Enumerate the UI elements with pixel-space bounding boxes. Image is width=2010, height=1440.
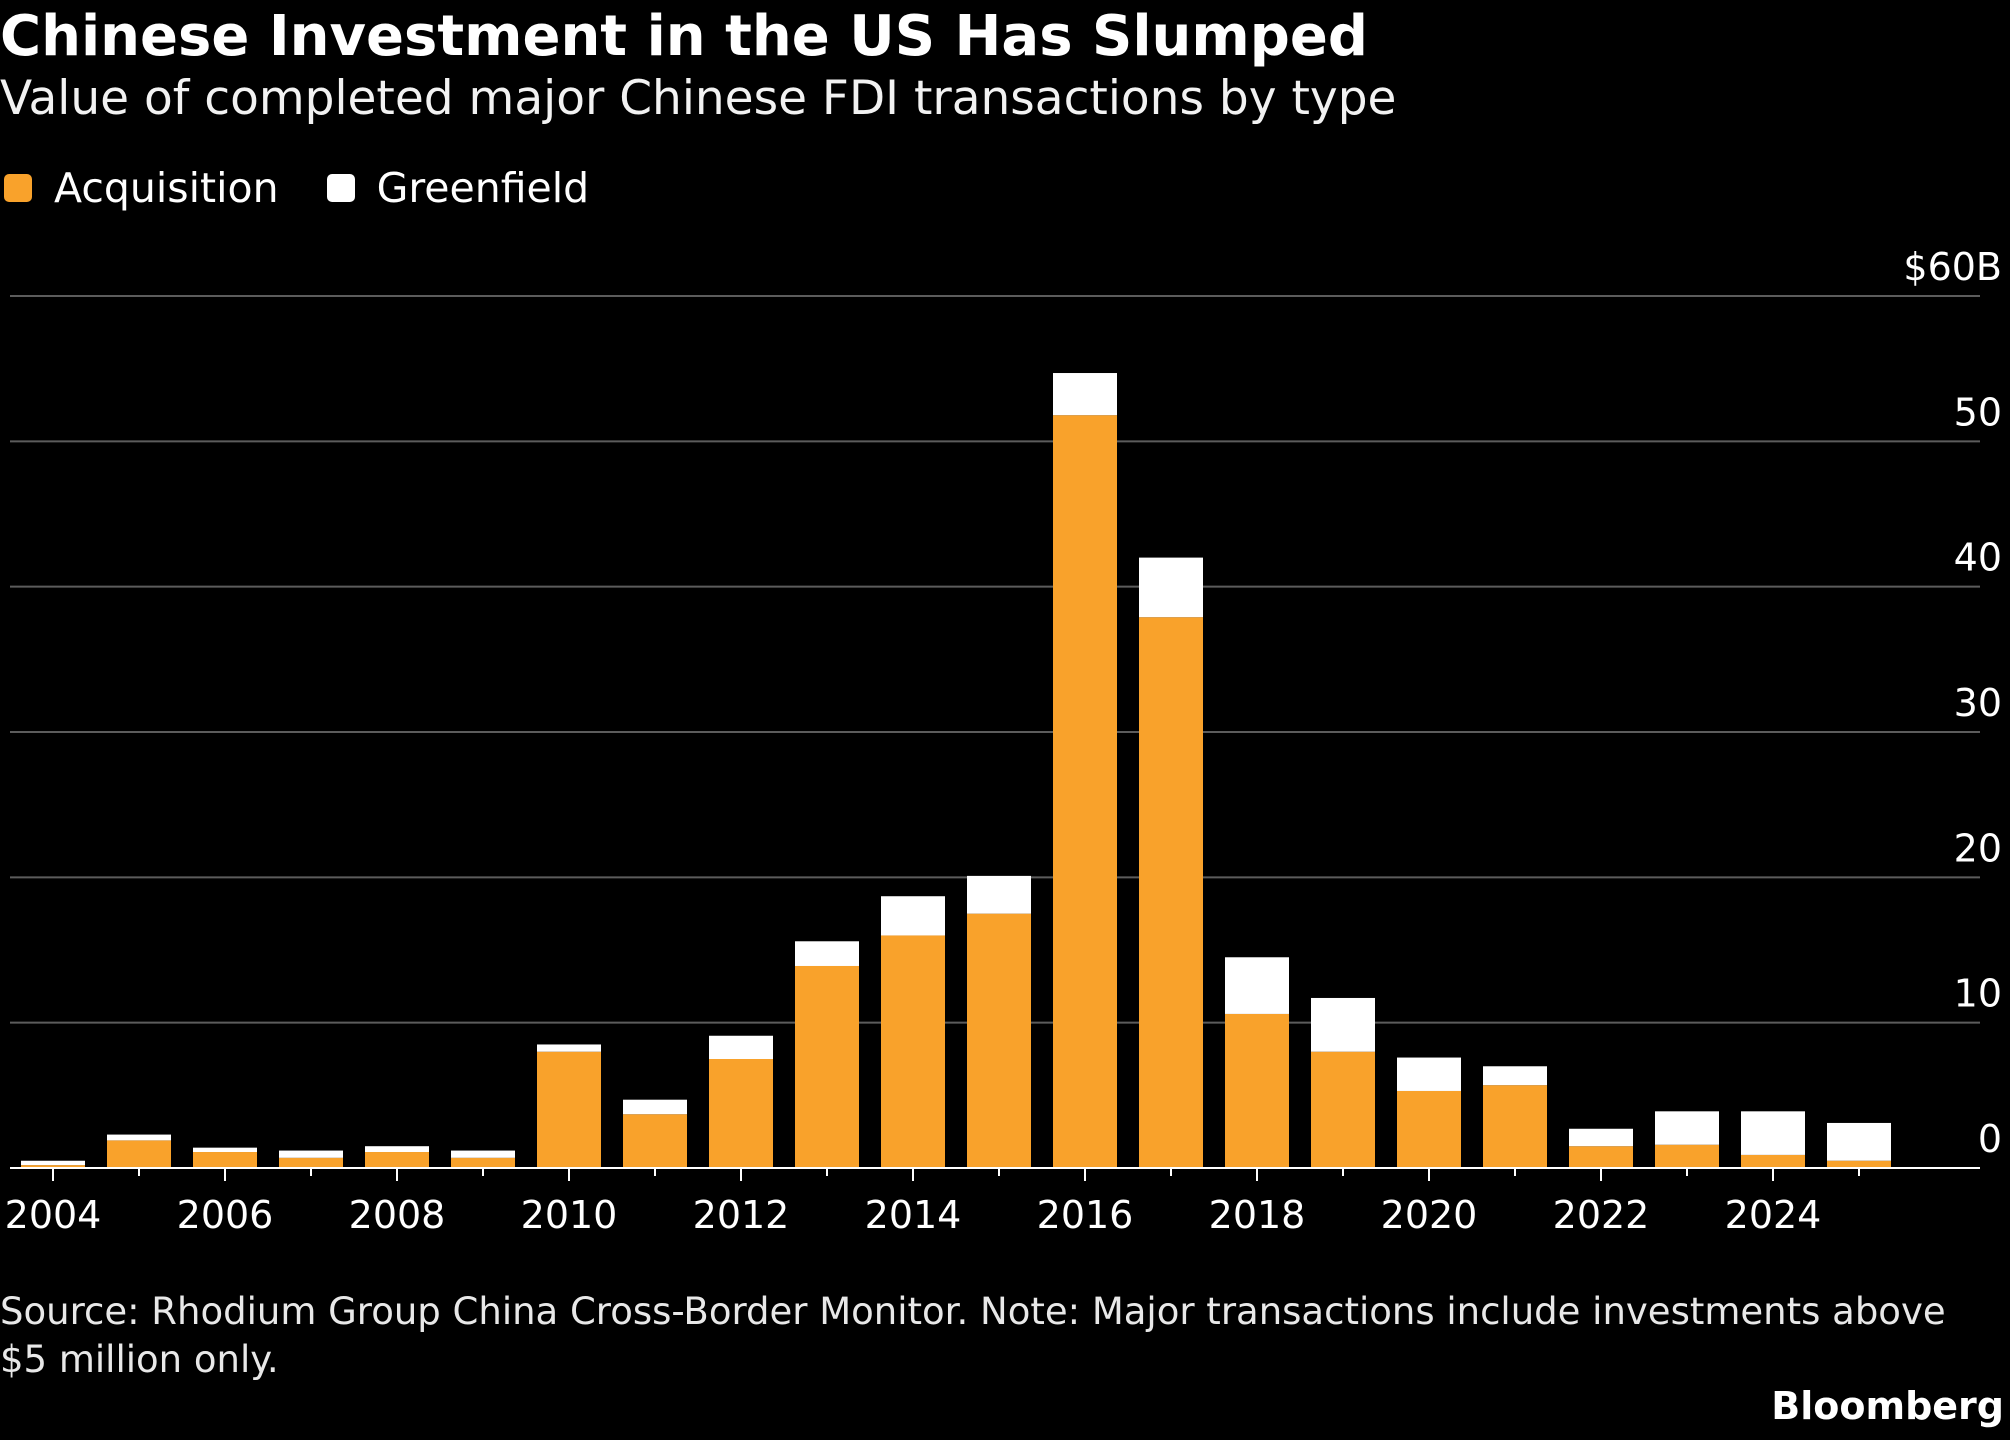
y-tick-label: $60B [1903, 245, 2002, 289]
bar-greenfield-2022 [1569, 1128, 1633, 1147]
bar-acquisition-2024 [1741, 1154, 1805, 1168]
bar-greenfield-2010 [537, 1044, 601, 1052]
x-tick-label: 2010 [521, 1193, 618, 1237]
bar-greenfield-2007 [279, 1150, 343, 1158]
bar-greenfield-2013 [795, 941, 859, 966]
bar-greenfield-2009 [451, 1150, 515, 1158]
bar-acquisition-2006 [193, 1152, 257, 1168]
bar-acquisition-2013 [795, 965, 859, 1168]
bar-greenfield-2019 [1311, 997, 1375, 1052]
bar-greenfield-2017 [1139, 557, 1203, 618]
bar-greenfield-2016 [1053, 373, 1117, 416]
bar-greenfield-2023 [1655, 1111, 1719, 1145]
bar-acquisition-2010 [537, 1051, 601, 1168]
bar-acquisition-2004 [21, 1165, 85, 1168]
y-tick-label: 20 [1954, 826, 2002, 870]
y-tick-label: 50 [1954, 390, 2002, 434]
bar-greenfield-2011 [623, 1099, 687, 1115]
bar-acquisition-2008 [365, 1152, 429, 1168]
x-tick-label: 2012 [693, 1193, 790, 1237]
legend-label-greenfield: Greenfield [376, 164, 590, 212]
bar-acquisition-2014 [881, 935, 945, 1168]
x-tick-label: 2004 [5, 1193, 102, 1237]
bar-greenfield-2021 [1483, 1066, 1547, 1086]
bar-acquisition-2020 [1397, 1090, 1461, 1168]
bar-greenfield-2018 [1225, 957, 1289, 1014]
bar-greenfield-2005 [107, 1134, 171, 1141]
y-tick-label: 10 [1954, 972, 2002, 1016]
bar-acquisition-2012 [709, 1059, 773, 1168]
x-tick-label: 2006 [177, 1193, 274, 1237]
x-tick-label: 2016 [1037, 1193, 1134, 1237]
x-tick-label: 2018 [1209, 1193, 1306, 1237]
x-axis [10, 1167, 1980, 1181]
bar-acquisition-2017 [1139, 617, 1203, 1168]
bar-acquisition-2015 [967, 913, 1031, 1168]
x-tick-labels: 2004 2006 2008 2010 2012 2014 2016 2018 2020 2022… [5, 1193, 1822, 1237]
bar-greenfield-2015 [967, 875, 1031, 914]
bar-greenfield-2006 [193, 1147, 257, 1153]
bar-acquisition-2009 [451, 1157, 515, 1168]
bar-acquisition-2019 [1311, 1051, 1375, 1168]
y-tick-label: 0 [1978, 1117, 2002, 1161]
legend-label-acquisition: Acquisition [54, 164, 279, 212]
bar-acquisition-2023 [1655, 1144, 1719, 1168]
bars [21, 373, 1891, 1168]
x-tick-label: 2022 [1553, 1193, 1650, 1237]
bar-acquisition-2025 [1827, 1160, 1891, 1168]
bar-greenfield-2025 [1827, 1122, 1891, 1161]
bar-acquisition-2022 [1569, 1146, 1633, 1168]
x-tick-label: 2024 [1725, 1193, 1822, 1237]
y-tick-labels: 0 10 20 30 40 50 $60B [1903, 245, 2002, 1161]
bar-greenfield-2004 [21, 1160, 85, 1166]
chart-title: Chinese Investment in the US Has Slumped [0, 4, 1368, 69]
bar-acquisition-2007 [279, 1157, 343, 1168]
bar-acquisition-2011 [623, 1114, 687, 1168]
legend-swatch-acquisition [4, 174, 32, 202]
bloomberg-logo: Bloomberg [1771, 1384, 2004, 1428]
gridlines [10, 295, 1980, 1024]
legend-swatch-greenfield [326, 174, 355, 202]
bar-chart: 0 10 20 30 40 50 $60B 2004 2006 2008 2010 2012 2014… [5, 245, 2002, 1237]
bar-greenfield-2012 [709, 1035, 773, 1059]
x-tick-label: 2014 [865, 1193, 962, 1237]
bar-greenfield-2020 [1397, 1057, 1461, 1091]
source-note: Source: Rhodium Group China Cross-Border… [0, 1290, 1946, 1381]
x-tick-label: 2020 [1381, 1193, 1478, 1237]
legend-item-acquisition: Acquisition [0, 164, 279, 212]
bar-greenfield-2014 [881, 896, 945, 936]
bar-acquisition-2018 [1225, 1013, 1289, 1168]
y-tick-label: 40 [1954, 536, 2002, 580]
bar-acquisition-2005 [107, 1140, 171, 1168]
y-tick-label: 30 [1954, 681, 2002, 725]
legend: Acquisition Greenfield [0, 160, 633, 216]
x-tick-label: 2008 [349, 1193, 446, 1237]
legend-item-greenfield: Greenfield [323, 164, 590, 212]
chart-subtitle: Value of completed major Chinese FDI tra… [0, 71, 1397, 126]
bar-acquisition-2016 [1053, 415, 1117, 1168]
bar-greenfield-2008 [365, 1146, 429, 1153]
bar-greenfield-2024 [1741, 1111, 1805, 1155]
bar-acquisition-2021 [1483, 1085, 1547, 1168]
